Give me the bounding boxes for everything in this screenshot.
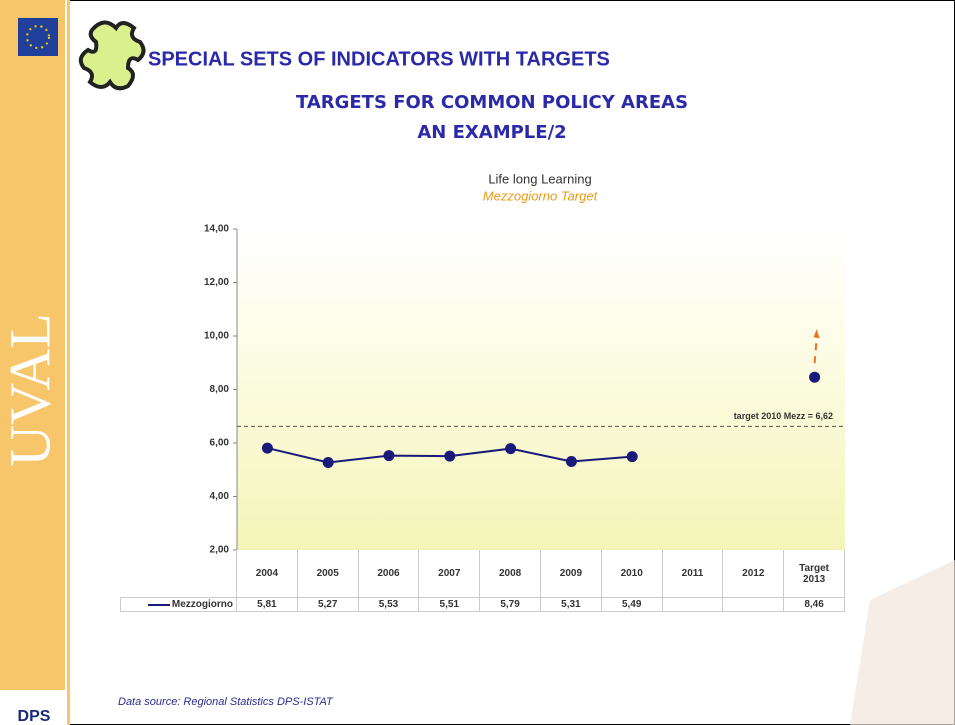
y-tick-label: 10,00: [204, 331, 229, 342]
y-tick-label: 6,00: [210, 438, 230, 449]
value-cell: 5,49: [601, 598, 663, 612]
x-tick-label: Target 2013: [784, 550, 845, 598]
plot-area: [237, 229, 845, 550]
value-cell: 5,79: [480, 598, 541, 612]
point: [626, 451, 638, 463]
value-cell: 5,51: [419, 598, 481, 612]
x-tick-label: 2005: [297, 550, 359, 598]
value-cell: 5,27: [297, 598, 359, 612]
point: [565, 455, 577, 467]
slide-title: SPECIAL SETS OF INDICATORS WITH TARGETS: [148, 48, 610, 70]
data-label: 5,81: [257, 599, 277, 610]
value-cell: 5,31: [541, 598, 602, 612]
legend-swatch: [147, 603, 170, 606]
eu-stars: [26, 25, 50, 49]
decor-image: [850, 560, 955, 725]
reference-label: target 2010 Mezz = 6,62: [734, 411, 833, 421]
slide-subtitle: TARGETS FOR COMMON POLICY AREAS: [296, 92, 688, 113]
legend-cell: Mezzogiorno: [120, 598, 237, 612]
x-tick-label: 2010: [601, 550, 663, 598]
data-label: 5,27: [317, 599, 338, 610]
x-tick-label: 2009: [541, 550, 602, 598]
point: [322, 457, 334, 469]
y-tick-label: 14,00: [204, 224, 229, 235]
x-tick-label: 2012: [723, 550, 785, 598]
x-tick-label: 2004: [237, 550, 298, 598]
point: [809, 371, 821, 383]
point: [261, 442, 273, 454]
puzzle-icon: [78, 20, 146, 91]
x-tick-label: 2007: [419, 550, 481, 598]
value-cell: 5,53: [358, 598, 420, 612]
data-label: 5,49: [621, 599, 642, 610]
y-tick-label: 12,00: [204, 277, 229, 288]
value-cell: [662, 598, 724, 612]
y-tick-label: 4,00: [210, 491, 230, 502]
target-arrow: [813, 339, 818, 364]
chart-title: Life long Learning: [488, 171, 591, 186]
chart-subtitle: Mezzogiorno Target: [483, 188, 599, 203]
value-cell: 8,46: [784, 598, 845, 612]
logo: DPS: [18, 708, 51, 725]
legend-label: Mezzogiorno: [171, 599, 233, 610]
target-arrowhead: [813, 329, 820, 339]
slide-subtitle: AN EXAMPLE/2: [417, 122, 566, 143]
value-cell: 5,81: [237, 598, 298, 612]
side-label: UVAL: [0, 313, 62, 467]
footer: Data source: Regional Statistics DPS-IST…: [118, 696, 334, 708]
y-tick-label: 8,00: [210, 384, 230, 395]
eu-flag: [18, 18, 58, 56]
x-tick-label: 2008: [480, 550, 541, 598]
side-bar: [0, 0, 70, 725]
legend-header-cell: [120, 550, 237, 598]
data-label: 5,31: [561, 599, 581, 610]
x-tick-label: 2006: [358, 550, 420, 598]
x-tick-label: 2011: [662, 550, 724, 598]
data-label: 5,53: [378, 599, 399, 610]
point: [444, 450, 456, 462]
data-label: 8,46: [804, 599, 824, 610]
point: [383, 450, 395, 462]
value-cell: [723, 598, 785, 612]
data-label: 5,79: [500, 599, 520, 610]
y-tick-label: 2,00: [210, 545, 230, 556]
logo-box: [0, 690, 66, 725]
point: [505, 443, 517, 455]
data-label: 5,51: [439, 599, 460, 610]
